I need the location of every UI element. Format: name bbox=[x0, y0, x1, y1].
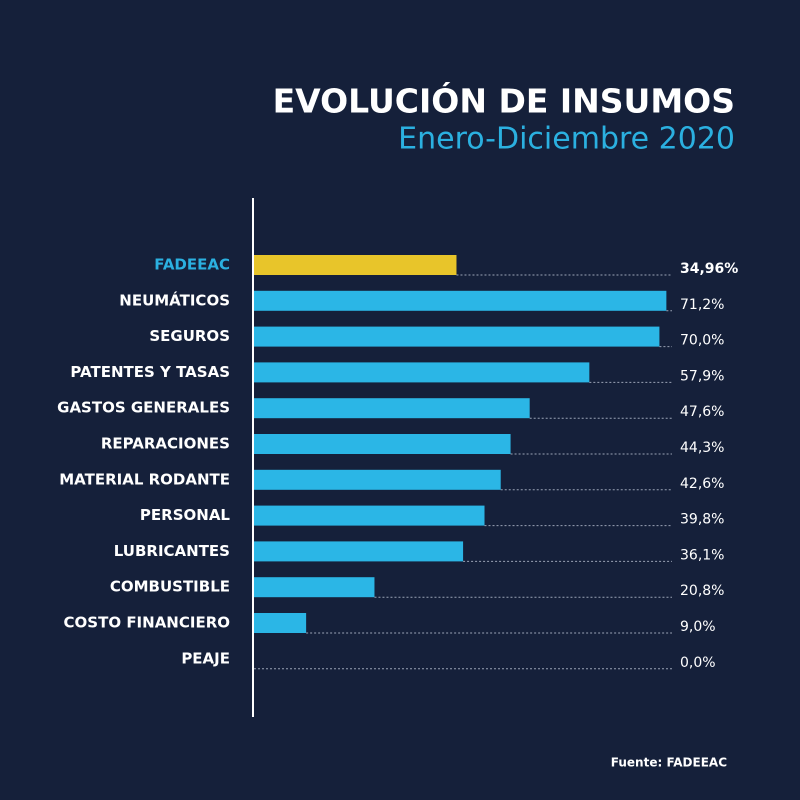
value-label: 57,9% bbox=[680, 368, 724, 384]
value-label: 39,8% bbox=[680, 512, 724, 528]
bar bbox=[254, 505, 485, 526]
category-label: LUBRICANTES bbox=[114, 542, 230, 560]
bar bbox=[254, 469, 501, 490]
category-label: COSTO FINANCIERO bbox=[64, 614, 230, 632]
bar bbox=[254, 434, 511, 454]
value-label: 42,6% bbox=[680, 476, 724, 492]
bar bbox=[254, 326, 660, 347]
value-label: 20,8% bbox=[680, 583, 724, 599]
chart-subtitle: Enero-Diciembre 2020 bbox=[398, 122, 735, 157]
category-label: PATENTES Y TASAS bbox=[70, 363, 230, 381]
category-label: PERSONAL bbox=[140, 506, 231, 524]
bar bbox=[254, 613, 307, 633]
bar bbox=[254, 398, 530, 419]
value-label: 71,2% bbox=[680, 297, 724, 313]
category-label: GASTOS GENERALES bbox=[57, 399, 230, 417]
category-label: FADEEAC bbox=[154, 256, 230, 274]
value-label: 36,1% bbox=[680, 547, 724, 563]
bar bbox=[254, 541, 464, 562]
bar bbox=[254, 362, 590, 383]
bar bbox=[254, 577, 375, 598]
value-label: 0,0% bbox=[680, 655, 716, 671]
category-label: PEAJE bbox=[181, 649, 230, 667]
source: Fuente: FADEEAC bbox=[611, 756, 727, 770]
value-label: 44,3% bbox=[680, 440, 724, 456]
category-label: COMBUSTIBLE bbox=[110, 578, 230, 596]
value-label: 9,0% bbox=[680, 619, 716, 635]
value-label: 70,0% bbox=[680, 333, 724, 349]
chart-title: EVOLUCIÓN DE INSUMOS bbox=[273, 81, 735, 121]
category-label: MATERIAL RODANTE bbox=[59, 470, 230, 488]
bar bbox=[254, 290, 667, 311]
value-label: 34,96% bbox=[680, 261, 738, 277]
category-label: REPARACIONES bbox=[101, 435, 230, 453]
bar bbox=[254, 255, 457, 275]
category-label: SEGUROS bbox=[149, 327, 230, 345]
category-label: NEUMÁTICOS bbox=[119, 290, 230, 309]
value-label: 47,6% bbox=[680, 404, 724, 420]
